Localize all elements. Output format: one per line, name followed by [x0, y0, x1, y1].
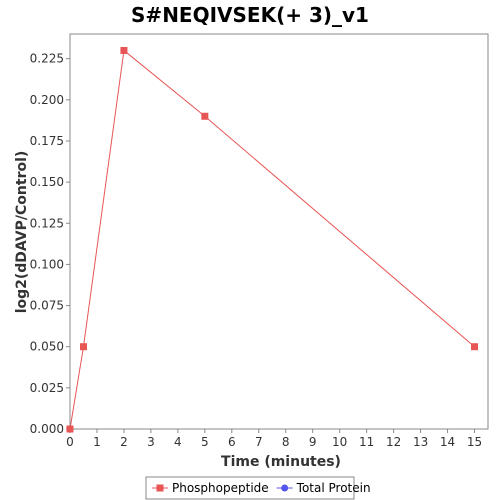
- data-point: [471, 343, 479, 351]
- y-tick-label: 0.225: [30, 52, 64, 66]
- legend: Phosphopeptide Total Protein: [145, 476, 371, 500]
- y-tick-label: 0.175: [30, 134, 64, 148]
- y-tick-label: 0.200: [30, 93, 64, 107]
- y-tick-label: 0.125: [30, 216, 64, 230]
- legend-marker: [156, 484, 164, 492]
- x-tick-label: 1: [93, 435, 101, 449]
- y-tick-label: 0.025: [30, 381, 64, 395]
- data-point: [79, 343, 87, 351]
- data-point: [201, 112, 209, 120]
- y-tick-label: 0.050: [30, 340, 64, 354]
- legend-label: Phosphopeptide: [172, 481, 269, 495]
- x-tick-label: 0: [66, 435, 74, 449]
- x-tick-label: 7: [255, 435, 263, 449]
- x-tick-label: 9: [309, 435, 317, 449]
- legend-box: [145, 476, 355, 500]
- data-point: [66, 425, 74, 433]
- x-tick-label: 10: [332, 435, 347, 449]
- x-tick-label: 5: [201, 435, 209, 449]
- y-axis-label: log2(dDAVP/Control): [14, 151, 30, 314]
- legend-label: Total Protein: [296, 481, 371, 495]
- y-tick-label: 0.150: [30, 175, 64, 189]
- x-tick-label: 6: [228, 435, 236, 449]
- data-point: [120, 46, 128, 54]
- x-tick-label: 12: [386, 435, 401, 449]
- x-tick-label: 13: [413, 435, 428, 449]
- x-tick-label: 11: [359, 435, 374, 449]
- chart-title: S#NEQIVSEK(+ 3)_v1: [131, 3, 369, 27]
- x-tick-label: 14: [440, 435, 455, 449]
- legend-marker: [281, 484, 289, 492]
- y-tick-label: 0.100: [30, 257, 64, 271]
- y-tick-label: 0.075: [30, 299, 64, 313]
- x-tick-label: 4: [174, 435, 182, 449]
- y-tick-label: 0.000: [30, 422, 64, 436]
- plot-frame: [69, 33, 489, 430]
- x-tick-label: 8: [282, 435, 290, 449]
- x-tick-label: 3: [147, 435, 155, 449]
- plot-area: 0.000 0.025 0.050 0.075 0.100 0.125 0.150 0.175…: [30, 33, 489, 449]
- x-tick-label: 2: [120, 435, 128, 449]
- x-axis-label: Time (minutes): [221, 454, 341, 470]
- x-tick-label: 15: [467, 435, 482, 449]
